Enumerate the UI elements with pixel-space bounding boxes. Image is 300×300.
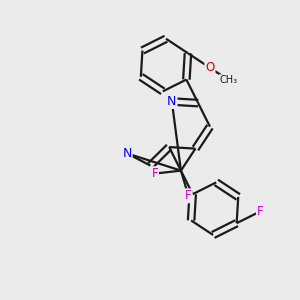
Text: O: O xyxy=(205,61,214,74)
Text: F: F xyxy=(152,167,158,180)
Text: N: N xyxy=(122,147,132,160)
Text: F: F xyxy=(257,205,263,218)
Text: CH₃: CH₃ xyxy=(220,75,238,85)
Text: F: F xyxy=(185,189,192,203)
Text: N: N xyxy=(167,95,177,108)
